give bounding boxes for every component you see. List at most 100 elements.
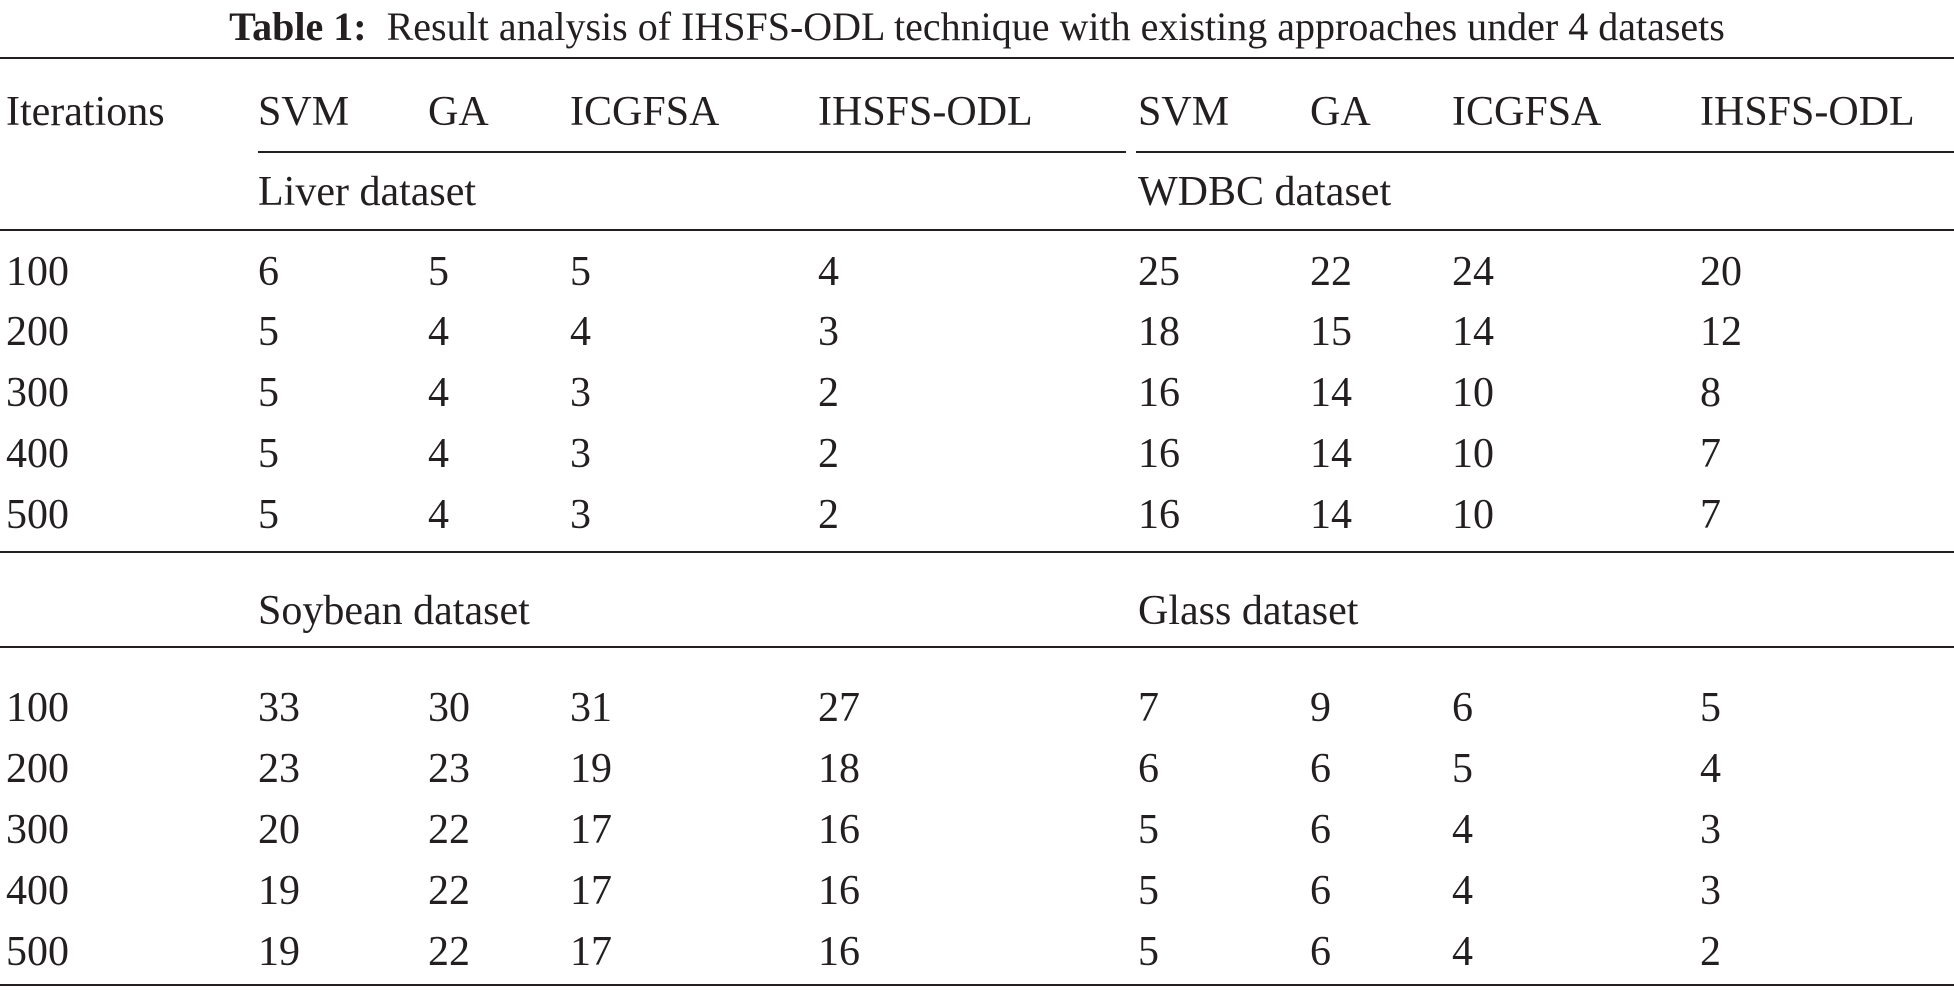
- table-cell: 6: [1310, 868, 1331, 914]
- table-cell: 4: [1452, 807, 1473, 853]
- column-header: GA: [428, 89, 489, 135]
- table-cell: 22: [428, 929, 470, 975]
- row-iterations: 400: [6, 431, 69, 477]
- table-cell: 25: [1138, 249, 1180, 295]
- table-cell: 7: [1700, 431, 1721, 477]
- table-cell: 2: [818, 492, 839, 538]
- table-cell: 4: [1452, 868, 1473, 914]
- group2-header-rule: [0, 646, 1954, 648]
- table-cell: 6: [1310, 746, 1331, 792]
- table-cell: 22: [428, 868, 470, 914]
- column-header: SVM: [1138, 89, 1230, 135]
- table-cell: 4: [570, 309, 591, 355]
- table-cell: 6: [1452, 685, 1473, 731]
- table-cell: 2: [818, 370, 839, 416]
- table-cell: 18: [1138, 309, 1180, 355]
- row-iterations: 300: [6, 370, 69, 416]
- table-cell: 3: [818, 309, 839, 355]
- table-cell: 23: [258, 746, 300, 792]
- table-cell: 2: [818, 431, 839, 477]
- table-cell: 20: [1700, 249, 1742, 295]
- table-cell: 24: [1452, 249, 1494, 295]
- table-caption: Table 1: Result analysis of IHSFS-ODL te…: [0, 0, 1954, 54]
- column-header: IHSFS-ODL: [1700, 89, 1915, 135]
- table-cell: 10: [1452, 431, 1494, 477]
- table-cell: 12: [1700, 309, 1742, 355]
- table-cell: 8: [1700, 370, 1721, 416]
- table-cell: 14: [1310, 492, 1352, 538]
- table-cell: 6: [1310, 807, 1331, 853]
- table-cell: 10: [1452, 492, 1494, 538]
- table-cell: 5: [258, 370, 279, 416]
- bottom-rule: [0, 984, 1954, 986]
- table-cell: 2: [1700, 929, 1721, 975]
- table-cell: 5: [1138, 929, 1159, 975]
- table-caption-text: Result analysis of IHSFS-ODL technique w…: [386, 4, 1725, 49]
- table-cell: 5: [258, 309, 279, 355]
- table-cell: 23: [428, 746, 470, 792]
- row-iterations: 400: [6, 868, 69, 914]
- group-title-liver: Liver dataset: [258, 169, 477, 215]
- row-iterations: 300: [6, 807, 69, 853]
- column-header: ICGFSA: [570, 89, 720, 135]
- table-caption-label: Table 1:: [229, 4, 367, 49]
- column-header: SVM: [258, 89, 350, 135]
- table-cell: 3: [570, 370, 591, 416]
- group-title-glass: Glass dataset: [1138, 588, 1359, 634]
- group-title-soybean: Soybean dataset: [258, 588, 530, 634]
- table-cell: 3: [570, 492, 591, 538]
- table-cell: 4: [428, 431, 449, 477]
- table-cell: 5: [570, 249, 591, 295]
- table-cell: 5: [258, 492, 279, 538]
- table-cell: 5: [428, 249, 449, 295]
- row-iterations: 200: [6, 746, 69, 792]
- table-cell: 16: [818, 929, 860, 975]
- table-cell: 17: [570, 807, 612, 853]
- right-group-underline: [1136, 151, 1954, 153]
- table-cell: 3: [1700, 807, 1721, 853]
- table-cell: 30: [428, 685, 470, 731]
- table-cell: 5: [1138, 807, 1159, 853]
- table-cell: 27: [818, 685, 860, 731]
- table-cell: 7: [1700, 492, 1721, 538]
- table-cell: 9: [1310, 685, 1331, 731]
- table-cell: 5: [258, 431, 279, 477]
- table-cell: 14: [1310, 431, 1352, 477]
- header-bottom-rule: [0, 229, 1954, 231]
- row-iterations: 500: [6, 492, 69, 538]
- table-cell: 22: [1310, 249, 1352, 295]
- row-iterations: 100: [6, 685, 69, 731]
- table-cell: 17: [570, 929, 612, 975]
- table-cell: 15: [1310, 309, 1352, 355]
- table-cell: 16: [818, 868, 860, 914]
- table-cell: 16: [1138, 431, 1180, 477]
- table-cell: 19: [258, 868, 300, 914]
- table-cell: 20: [258, 807, 300, 853]
- table-cell: 6: [1138, 746, 1159, 792]
- table-cell: 22: [428, 807, 470, 853]
- column-header: GA: [1310, 89, 1371, 135]
- table-cell: 10: [1452, 370, 1494, 416]
- row-iterations: 500: [6, 929, 69, 975]
- table-cell: 19: [570, 746, 612, 792]
- group-title-wdbc: WDBC dataset: [1138, 169, 1392, 215]
- table-cell: 16: [1138, 370, 1180, 416]
- row-iterations: 200: [6, 309, 69, 355]
- table-cell: 17: [570, 868, 612, 914]
- table-cell: 33: [258, 685, 300, 731]
- table-cell: 6: [1310, 929, 1331, 975]
- table-cell: 31: [570, 685, 612, 731]
- table-cell: 19: [258, 929, 300, 975]
- row-iterations: 100: [6, 249, 69, 295]
- table-cell: 4: [818, 249, 839, 295]
- table-cell: 4: [428, 492, 449, 538]
- group-separator-rule: [0, 551, 1954, 553]
- table-cell: 16: [818, 807, 860, 853]
- table-cell: 4: [428, 309, 449, 355]
- table-cell: 4: [1700, 746, 1721, 792]
- table-cell: 7: [1138, 685, 1159, 731]
- table-cell: 4: [1452, 929, 1473, 975]
- table-cell: 16: [1138, 492, 1180, 538]
- column-header: ICGFSA: [1452, 89, 1602, 135]
- table-cell: 6: [258, 249, 279, 295]
